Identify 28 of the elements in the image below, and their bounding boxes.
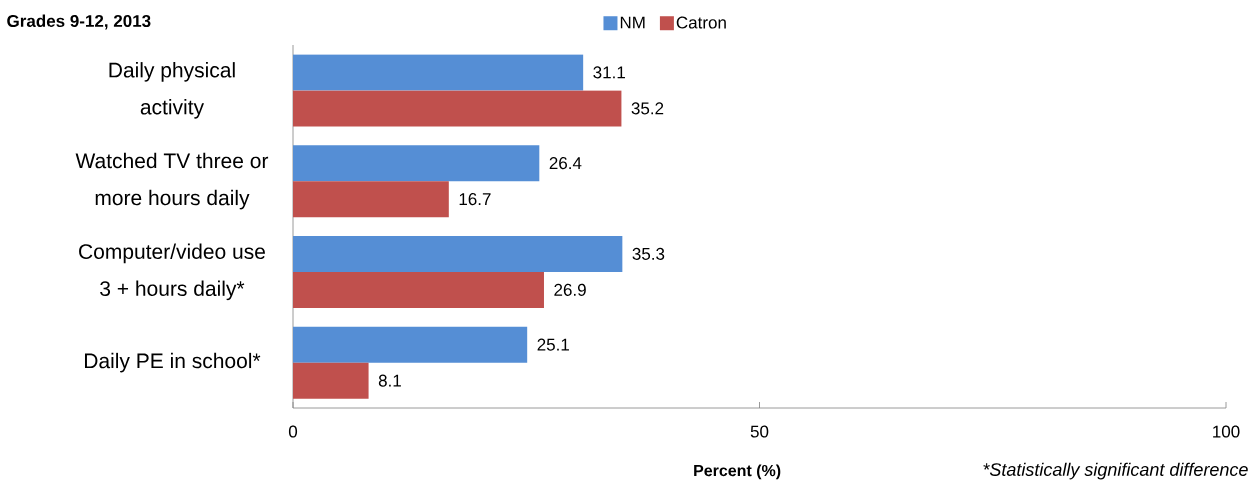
bar xyxy=(293,235,623,272)
bar xyxy=(293,181,449,218)
bar xyxy=(293,54,584,91)
x-axis-title: Percent (%) xyxy=(694,464,781,480)
x-tick-label: 0 xyxy=(288,425,298,438)
data-label: 35.2 xyxy=(631,102,664,115)
data-label: 26.9 xyxy=(554,283,586,296)
bar xyxy=(293,90,622,127)
y-tick-label: Daily PE in school* xyxy=(84,352,261,373)
data-label: 8.1 xyxy=(378,374,401,387)
bar xyxy=(293,362,369,399)
legend-label: Catron xyxy=(676,16,726,29)
data-label: 25.1 xyxy=(537,338,569,351)
data-label: 35.3 xyxy=(632,247,665,260)
data-label: 26.4 xyxy=(549,157,582,170)
bar xyxy=(293,145,540,182)
y-tick-label: Computer/video use 3 + hours daily* xyxy=(79,243,265,301)
legend-label: NM xyxy=(620,16,645,29)
data-label: 31.1 xyxy=(593,66,625,79)
data-label: 16.7 xyxy=(459,193,491,206)
x-tick-label: 100 xyxy=(1213,425,1240,438)
y-tick-label: Daily physical activity xyxy=(109,62,235,119)
text: Grades 9-12, 2013 xyxy=(7,14,151,30)
y-tick-label: Watched TV three or more hours daily xyxy=(75,152,269,210)
bar xyxy=(293,326,528,363)
bar xyxy=(293,271,544,308)
text: *Statistically significant difference xyxy=(983,462,1248,480)
x-tick-label: 50 xyxy=(750,425,769,438)
